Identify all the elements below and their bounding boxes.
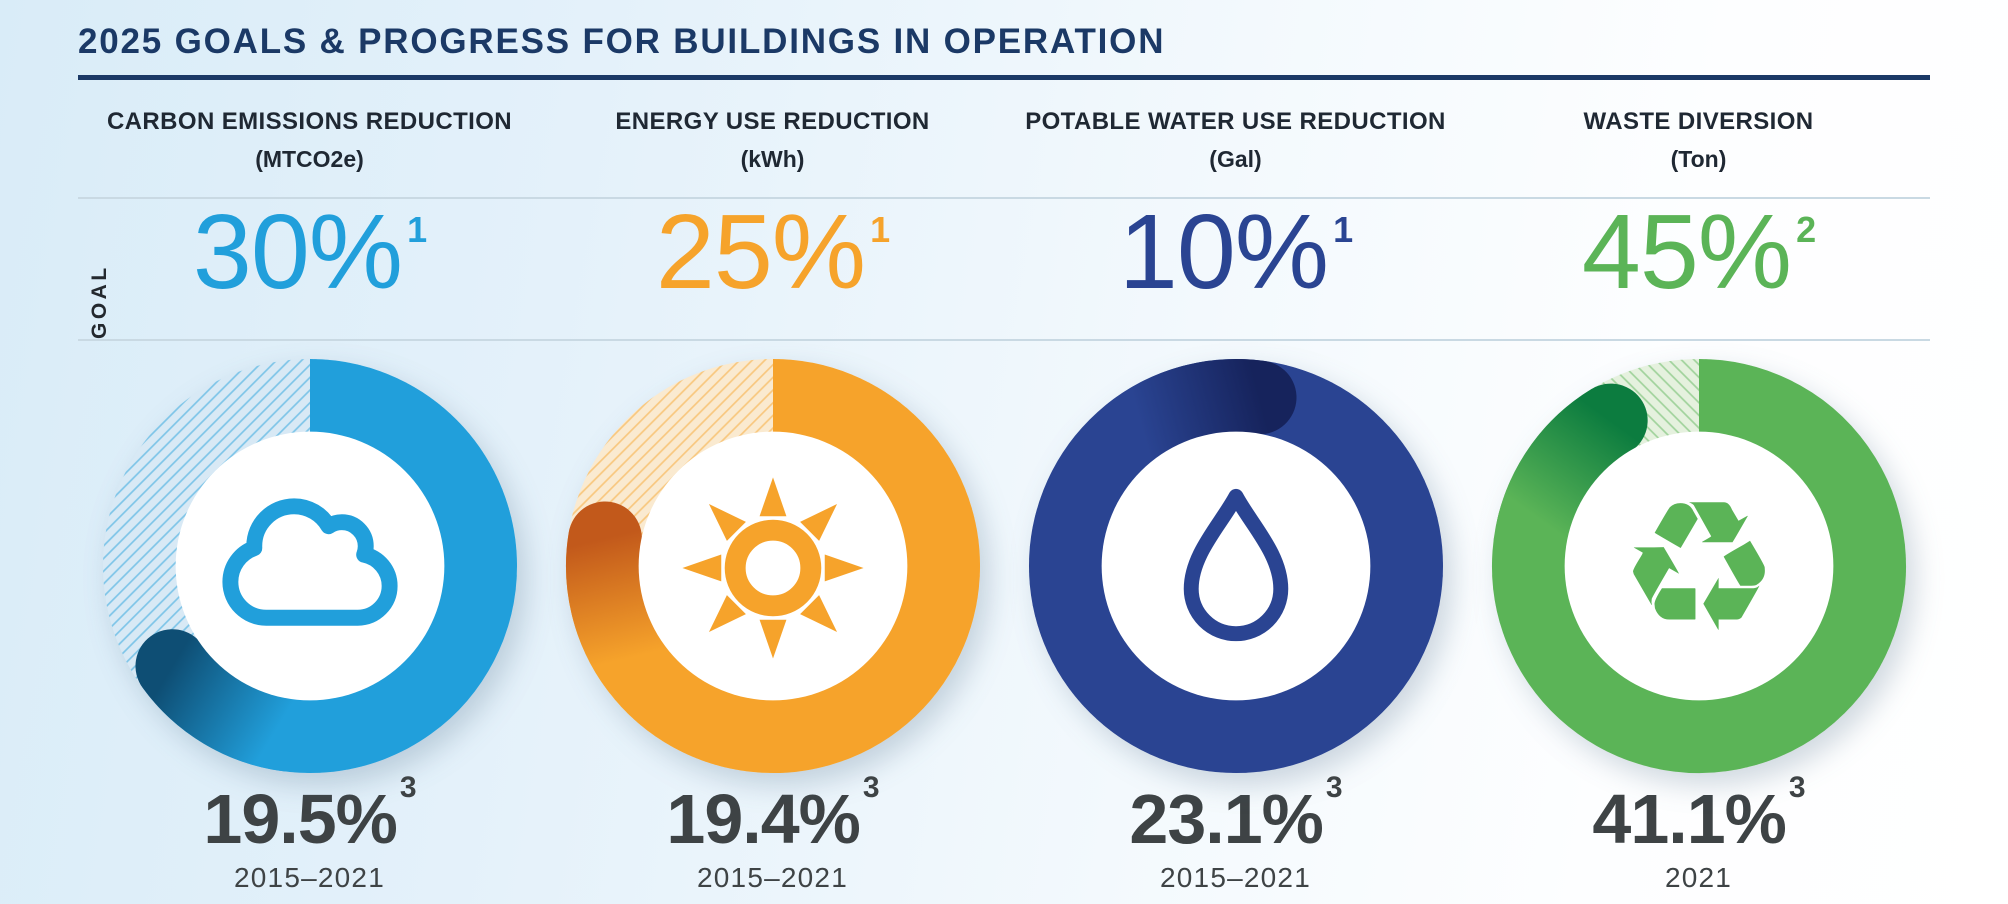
goal-cell-energy: 25% 1 <box>541 199 1004 354</box>
goal-row-label: GOAL <box>88 264 111 339</box>
goal-value: 25% 1 <box>655 193 890 311</box>
metric-header-waste: WASTE DIVERSION (Ton) <box>1467 108 1930 173</box>
row-divider <box>78 197 1930 199</box>
goal-footnote: 2 <box>1796 208 1816 250</box>
row-divider <box>78 339 1930 341</box>
goal-footnote: 1 <box>1333 208 1353 250</box>
goal-row: GOAL 30% 1 25% 1 10% 1 45% 2 <box>78 199 1930 339</box>
donut-chart: ♻ <box>1491 358 1906 774</box>
metric-title: ENERGY USE REDUCTION <box>615 108 930 135</box>
result-cell-water: 23.1% 3 2015–2021 <box>1004 770 1467 894</box>
donut-cell-water <box>1004 357 1467 775</box>
results-row: 19.5% 3 2015–2021 19.4% 3 2015–2021 23.1% 3… <box>78 770 1930 894</box>
progress-value: 19.4% 3 <box>666 770 879 858</box>
metric-unit: (MTCO2e) <box>255 146 364 172</box>
donut-row: ♻ <box>78 357 1930 775</box>
goal-value: 30% 1 <box>192 193 427 311</box>
title-rule <box>78 75 1930 80</box>
goal-cell-carbon: 30% 1 <box>78 199 541 354</box>
progress-value: 41.1% 3 <box>1592 770 1805 858</box>
donut-chart <box>1028 358 1443 774</box>
result-cell-waste: 41.1% 3 2021 <box>1467 770 1930 894</box>
metric-unit: (Ton) <box>1670 146 1727 172</box>
progress-period: 2015–2021 <box>1160 861 1311 893</box>
result-cell-carbon: 19.5% 3 2015–2021 <box>78 770 541 894</box>
goal-value: 45% 2 <box>1581 193 1816 311</box>
progress-period: 2015–2021 <box>697 861 848 893</box>
progress-footnote: 3 <box>1788 770 1806 804</box>
metric-unit: (Gal) <box>1209 146 1262 172</box>
recycle-icon: ♻ <box>1617 462 1779 673</box>
goal-cell-water: 10% 1 <box>1004 199 1467 354</box>
metric-title: POTABLE WATER USE REDUCTION <box>1025 108 1446 135</box>
page-title: 2025 GOALS & PROGRESS FOR BUILDINGS IN O… <box>78 22 1166 61</box>
cloud-icon <box>221 498 398 626</box>
metric-unit: (kWh) <box>740 146 805 172</box>
water-drop-icon <box>1183 488 1288 642</box>
metric-title: CARBON EMISSIONS REDUCTION <box>106 108 513 135</box>
donut-chart <box>102 358 517 774</box>
goal-cell-waste: 45% 2 <box>1467 199 1930 354</box>
progress-footnote: 3 <box>1325 770 1343 804</box>
metric-header-carbon: CARBON EMISSIONS REDUCTION (MTCO2e) <box>78 108 541 173</box>
goal-value: 10% 1 <box>1118 193 1353 311</box>
progress-value: 23.1% 3 <box>1129 770 1342 858</box>
progress-arc-tail <box>565 501 673 705</box>
donut-cell-carbon <box>78 357 541 775</box>
progress-period: 2015–2021 <box>234 861 385 893</box>
goal-footnote: 1 <box>407 208 427 250</box>
donut-cell-energy <box>541 357 1004 775</box>
progress-period: 2021 <box>1664 861 1733 893</box>
donut-cell-waste: ♻ <box>1467 357 1930 775</box>
metric-header-row: CARBON EMISSIONS REDUCTION (MTCO2e) ENER… <box>78 108 1930 173</box>
sun-icon <box>681 477 864 659</box>
progress-footnote: 3 <box>399 770 417 804</box>
progress-arc-tail <box>1495 383 1648 566</box>
progress-arc-tail <box>1093 359 1297 469</box>
donut-hole <box>638 431 907 701</box>
donut-hole <box>1564 431 1833 701</box>
donut-chart <box>565 358 980 774</box>
progress-arc-tail <box>134 629 323 772</box>
metric-header-energy: ENERGY USE REDUCTION (kWh) <box>541 108 1004 173</box>
progress-value: 19.5% 3 <box>203 770 416 858</box>
metric-title: WASTE DIVERSION <box>1583 108 1814 135</box>
result-cell-energy: 19.4% 3 2015–2021 <box>541 770 1004 894</box>
metric-header-water: POTABLE WATER USE REDUCTION (Gal) <box>1004 108 1467 173</box>
progress-footnote: 3 <box>862 770 880 804</box>
goal-footnote: 1 <box>870 208 890 250</box>
